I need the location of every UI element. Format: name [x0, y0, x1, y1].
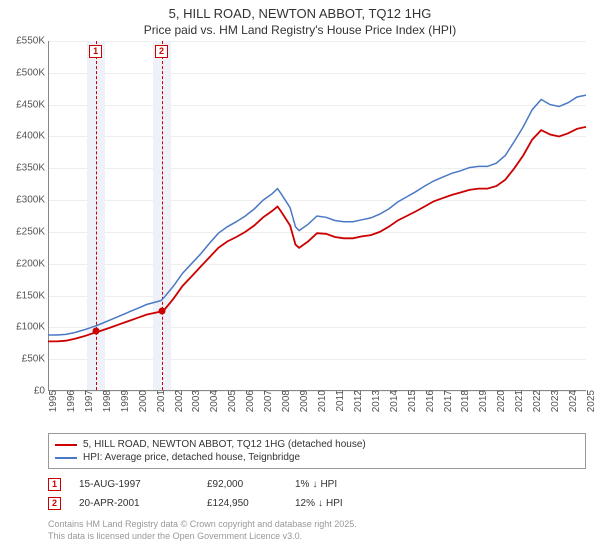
y-axis-tick: £500K — [16, 67, 49, 78]
chart-container: 5, HILL ROAD, NEWTON ABBOT, TQ12 1HG Pri… — [0, 0, 600, 560]
x-axis-tick: 2024 — [566, 390, 579, 412]
x-axis-tick: 1998 — [100, 390, 113, 412]
sales-date: 20-APR-2001 — [79, 498, 189, 509]
sales-marker: 2 — [48, 497, 61, 510]
legend-item: 5, HILL ROAD, NEWTON ABBOT, TQ12 1HG (de… — [55, 438, 579, 451]
x-axis-tick: 2023 — [548, 390, 561, 412]
y-axis-tick: £250K — [16, 226, 49, 237]
footer-line: This data is licensed under the Open Gov… — [48, 531, 586, 543]
x-axis-tick: 2007 — [261, 390, 274, 412]
x-axis-tick: 2018 — [458, 390, 471, 412]
x-axis-tick: 2006 — [243, 390, 256, 412]
x-axis-tick: 1997 — [82, 390, 95, 412]
y-axis-tick: £100K — [16, 322, 49, 333]
chart-plot-area: £0£50K£100K£150K£200K£250K£300K£350K£400… — [48, 41, 586, 391]
chart-title: 5, HILL ROAD, NEWTON ABBOT, TQ12 1HG — [0, 0, 600, 21]
legend: 5, HILL ROAD, NEWTON ABBOT, TQ12 1HG (de… — [48, 433, 586, 469]
x-axis-tick: 2017 — [441, 390, 454, 412]
y-axis-tick: £300K — [16, 195, 49, 206]
x-axis-tick: 2016 — [423, 390, 436, 412]
x-axis-tick: 2005 — [225, 390, 238, 412]
sales-row: 1 15-AUG-1997 £92,000 1% ↓ HPI — [48, 475, 586, 494]
chart-lines — [48, 41, 586, 391]
y-axis-tick: £150K — [16, 290, 49, 301]
sales-price: £124,950 — [207, 498, 277, 509]
y-axis-tick: £400K — [16, 131, 49, 142]
x-axis-tick: 2010 — [315, 390, 328, 412]
x-axis-tick: 2014 — [387, 390, 400, 412]
sales-date: 15-AUG-1997 — [79, 479, 189, 490]
x-axis-tick: 2015 — [405, 390, 418, 412]
x-axis-tick: 2000 — [136, 390, 149, 412]
legend-swatch — [55, 444, 77, 446]
x-axis-tick: 2003 — [189, 390, 202, 412]
legend-item: HPI: Average price, detached house, Teig… — [55, 451, 579, 464]
x-axis-tick: 1996 — [64, 390, 77, 412]
x-axis-tick: 2021 — [512, 390, 525, 412]
series-line — [48, 95, 586, 335]
legend-label: HPI: Average price, detached house, Teig… — [83, 452, 300, 463]
x-axis-tick: 1995 — [46, 390, 59, 412]
series-line — [48, 127, 586, 342]
sales-diff: 1% ↓ HPI — [295, 479, 337, 490]
x-axis-tick: 2025 — [584, 390, 597, 412]
x-axis-tick: 2001 — [154, 390, 167, 412]
sales-price: £92,000 — [207, 479, 277, 490]
x-axis-tick: 2009 — [297, 390, 310, 412]
y-axis-tick: £450K — [16, 99, 49, 110]
sales-marker: 1 — [48, 478, 61, 491]
x-axis-tick: 2004 — [207, 390, 220, 412]
footer-line: Contains HM Land Registry data © Crown c… — [48, 519, 586, 531]
sales-table: 1 15-AUG-1997 £92,000 1% ↓ HPI 2 20-APR-2001 £… — [48, 475, 586, 513]
sales-diff: 12% ↓ HPI — [295, 498, 343, 509]
sales-row: 2 20-APR-2001 £124,950 12% ↓ HPI — [48, 494, 586, 513]
x-axis-tick: 2012 — [351, 390, 364, 412]
x-axis-tick: 2019 — [476, 390, 489, 412]
x-axis-tick: 2022 — [530, 390, 543, 412]
chart-subtitle: Price paid vs. HM Land Registry's House … — [0, 21, 600, 41]
x-axis-tick: 1999 — [118, 390, 131, 412]
y-axis-tick: £350K — [16, 163, 49, 174]
x-axis-tick: 2011 — [333, 390, 346, 412]
legend-label: 5, HILL ROAD, NEWTON ABBOT, TQ12 1HG (de… — [83, 439, 366, 450]
footer-attribution: Contains HM Land Registry data © Crown c… — [48, 519, 586, 542]
y-axis-tick: £50K — [22, 354, 49, 365]
legend-swatch — [55, 457, 77, 459]
x-axis-tick: 2020 — [494, 390, 507, 412]
x-axis-tick: 2002 — [172, 390, 185, 412]
x-axis-tick: 2013 — [369, 390, 382, 412]
x-axis-tick: 2008 — [279, 390, 292, 412]
y-axis-tick: £200K — [16, 258, 49, 269]
y-axis-tick: £550K — [16, 36, 49, 47]
